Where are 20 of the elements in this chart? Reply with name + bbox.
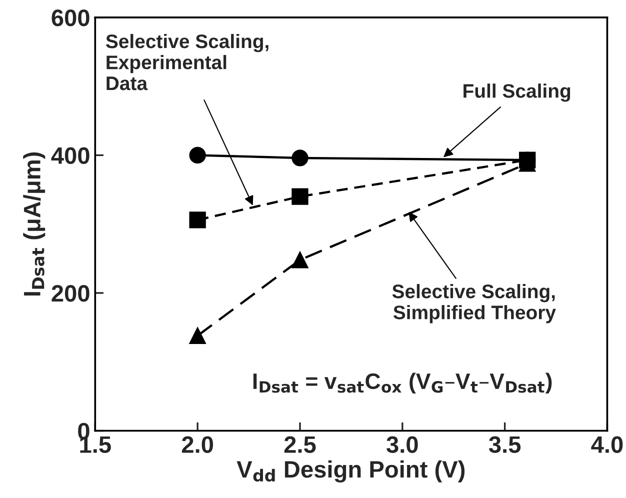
annotation: Full Scaling [464, 84, 570, 102]
point [189, 146, 206, 164]
point [292, 252, 308, 268]
x-axis-title: V$_{dd}$ Design Point (V) [236, 460, 465, 483]
y-tick-label: 600 [52, 10, 90, 26]
x-tick-label: 4.0 [591, 436, 623, 453]
point [189, 212, 206, 228]
x-tick-label: 3.5 [488, 436, 521, 454]
annotation: Selective Scaling, Simplified Theory [392, 284, 556, 324]
x-tick-label: 2.5 [284, 436, 316, 453]
text: I$_{Dsat}$ = v$_{sat}$C$_{ox}$ (V$_{G}$–V$_{t}$–V$_{Dsat}$) [253, 372, 552, 394]
point [189, 327, 206, 344]
annotation: Selective Scaling, Experimental Data [106, 34, 268, 90]
point [292, 150, 308, 166]
point [292, 188, 308, 205]
x-tick-label: 3.0 [386, 436, 418, 454]
y-tick-label: 200 [52, 285, 90, 302]
y-tick-label: 400 [51, 147, 90, 164]
x-tick-label: 2.0 [182, 436, 214, 453]
y-axis-title: I$_{Dsat}$ (μA/μm) [23, 152, 46, 296]
